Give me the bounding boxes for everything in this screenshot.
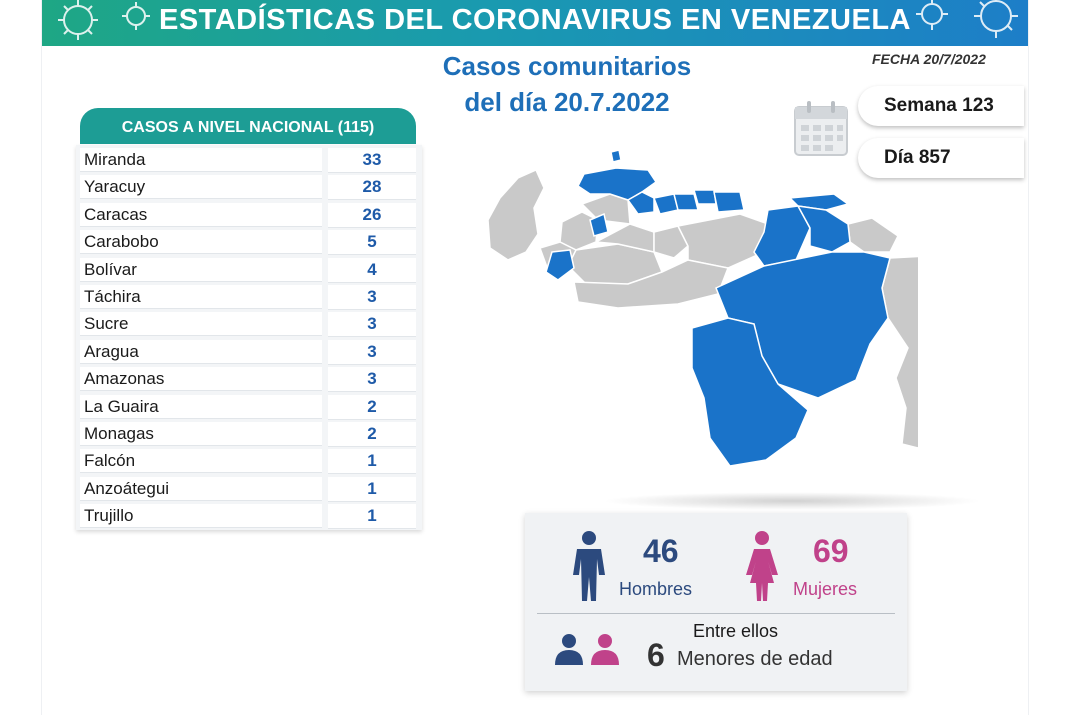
virus-icon	[122, 2, 150, 30]
state-name: Caracas	[80, 202, 322, 227]
map-region-monagas	[796, 205, 851, 253]
state-name: Monagas	[80, 422, 322, 446]
page-title: ESTADÍSTICAS DEL CORONAVIRUS EN VENEZUEL…	[158, 4, 911, 36]
map-region-trujillo-blue	[589, 212, 609, 237]
subtitle-line-2: del día 20.7.2022	[464, 87, 670, 117]
infographic: ESTADÍSTICAS DEL CORONAVIRUS EN VENEZUEL…	[42, 0, 1028, 715]
case-count: 2	[328, 394, 416, 420]
map-region-nueva-esparta	[610, 149, 622, 163]
card-divider	[537, 613, 895, 614]
state-name: Táchira	[80, 285, 322, 309]
woman-icon	[746, 531, 778, 601]
table-row: Yaracuy 28	[80, 175, 418, 201]
case-count: 28	[328, 175, 416, 201]
state-name: Falcón	[80, 449, 322, 474]
week-badge: Semana 123	[858, 86, 1024, 126]
virus-icon	[58, 0, 98, 40]
virus-icon	[974, 0, 1018, 38]
date-label: FECHA 20/7/2022	[872, 51, 986, 67]
state-name: Carabobo	[80, 230, 322, 255]
venezuela-map	[487, 149, 918, 467]
virus-icon	[916, 0, 948, 30]
table-row: Bolívar 4	[80, 257, 418, 283]
subtitle: Casos comunitarios del día 20.7.2022	[402, 48, 732, 120]
state-name: Aragua	[80, 339, 322, 364]
map-region-yaracuy	[626, 191, 655, 215]
title-banner: ESTADÍSTICAS DEL CORONAVIRUS EN VENEZUEL…	[42, 0, 1028, 46]
map-region-apure	[573, 259, 730, 309]
case-count: 3	[328, 312, 416, 338]
case-count: 4	[328, 257, 416, 283]
women-count: 69	[813, 533, 849, 569]
table-row: Amazonas 3	[80, 367, 418, 393]
map-region-esequibo	[881, 255, 918, 449]
case-count: 1	[328, 504, 416, 530]
map-region-tachira	[545, 249, 575, 281]
men-count: 46	[643, 533, 679, 569]
among-label: Entre ellos	[693, 621, 779, 641]
minors-label: Menores de edad	[677, 648, 833, 670]
map-region-zulia	[487, 169, 545, 261]
map-region-caracas	[693, 189, 717, 205]
table-row: La Guaira 2	[80, 394, 418, 420]
table-row: Falcón 1	[80, 449, 418, 475]
state-name: Trujillo	[80, 504, 322, 529]
map-region-sucre	[788, 193, 850, 211]
map-region-delta	[847, 217, 899, 253]
table-header: CASOS A NIVEL NACIONAL (115)	[80, 108, 416, 144]
state-name: Amazonas	[80, 367, 322, 392]
case-count: 1	[328, 449, 416, 475]
case-count: 3	[328, 339, 416, 365]
state-name: Miranda	[80, 148, 322, 172]
table-row: Aragua 3	[80, 339, 418, 365]
table-row: Monagas 2	[80, 422, 418, 447]
people-icon	[555, 634, 619, 665]
cases-table: Miranda 33 Yaracuy 28 Caracas 26 Carabobo 5 Bolí…	[76, 145, 422, 530]
table-row: Carabobo 5	[80, 230, 418, 256]
state-name: Sucre	[80, 312, 322, 337]
case-count: 3	[328, 367, 416, 393]
map-region-miranda	[713, 191, 745, 213]
women-label: Mujeres	[793, 579, 858, 599]
map-region-aragua	[673, 193, 699, 211]
case-count: 3	[328, 285, 416, 310]
state-name: Bolívar	[80, 257, 322, 282]
case-count: 5	[328, 230, 416, 256]
case-count: 26	[328, 202, 416, 228]
map-region-guarico	[676, 213, 769, 269]
men-label: Hombres	[619, 579, 693, 599]
state-name: Anzoátegui	[80, 476, 322, 501]
map-region-amazonas	[691, 317, 809, 467]
day-badge: Día 857	[858, 138, 1024, 178]
table-row: Caracas 26	[80, 202, 418, 228]
demographics-card: 46 Hombres 69 Mujeres Entre ellos 6 Meno…	[525, 513, 907, 691]
man-icon	[573, 531, 605, 601]
table-row: Trujillo 1	[80, 504, 418, 530]
table-row: Táchira 3	[80, 285, 418, 310]
map-region-anzoategui	[753, 205, 811, 267]
subtitle-line-1: Casos comunitarios	[442, 51, 692, 81]
case-count: 2	[328, 422, 416, 447]
table-row: Miranda 33	[80, 148, 418, 173]
minors-count: 6	[647, 637, 665, 673]
map-region-cojedes	[653, 225, 689, 259]
case-count: 33	[328, 148, 416, 173]
table-row: Sucre 3	[80, 312, 418, 338]
state-name: La Guaira	[80, 394, 322, 419]
card-shadow	[602, 492, 982, 510]
case-count: 1	[328, 476, 416, 502]
state-name: Yaracuy	[80, 175, 322, 200]
calendar-icon	[794, 101, 848, 156]
table-row: Anzoátegui 1	[80, 476, 418, 502]
